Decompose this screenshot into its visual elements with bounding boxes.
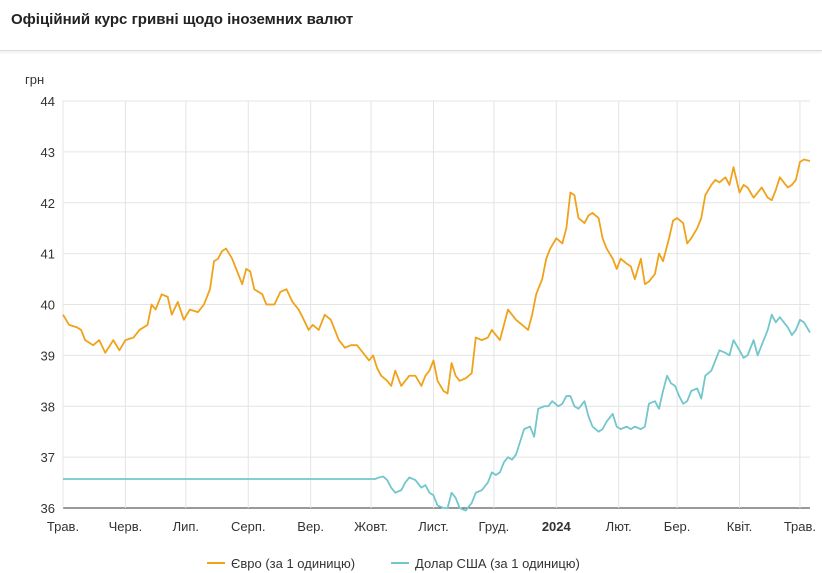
grid-layer [62,100,810,509]
y-axis-label: грн [25,72,44,87]
legend-label-usd: Долар США (за 1 одиницю) [415,556,580,571]
y-tick-label: 38 [41,399,55,414]
series-line-usd [63,313,811,512]
x-tick-label: 2024 [542,519,572,534]
x-tick-label: Вер. [297,519,324,534]
y-tick-label: 43 [41,145,55,160]
y-tick-label: 41 [41,247,55,262]
line-chart: 36 37 38 39 40 41 42 43 44 Трав. Черв. Лип. Серп. Ве… [25,72,816,534]
x-axis-ticks: Трав. Черв. Лип. Серп. Вер. Жовт. Лист. Груд. 20… [47,519,816,534]
x-tick-label: Трав. [784,519,816,534]
x-tick-label: Бер. [664,519,691,534]
x-tick-label: Лип. [173,519,199,534]
legend-label-euro: Євро (за 1 одиницю) [231,556,356,571]
chart-legend: Євро (за 1 одиницю) Долар США (за 1 один… [0,553,822,573]
x-tick-label: Груд. [479,519,510,534]
y-tick-label: 36 [41,501,55,516]
x-tick-label: Лист. [418,519,448,534]
y-tick-label: 37 [41,450,55,465]
series-line-euro [62,158,811,395]
legend-swatch-euro [207,561,225,564]
chart-header: Офіційний курс гривні щодо іноземних вал… [0,0,822,51]
x-tick-label: Лют. [606,519,632,534]
x-tick-label: Квіт. [727,519,753,534]
x-tick-label: Черв. [109,519,143,534]
y-axis-ticks: 36 37 38 39 40 41 42 43 44 [41,94,55,516]
legend-item-euro[interactable]: Євро (за 1 одиницю) [207,556,355,571]
x-tick-label: Серп. [231,519,266,534]
legend-item-usd[interactable]: Долар США (за 1 одиницю) [391,556,580,571]
chart-title: Офіційний курс гривні щодо іноземних вал… [11,11,354,28]
y-tick-label: 42 [41,196,55,211]
legend-swatch-usd [391,561,409,564]
y-tick-label: 44 [41,94,55,109]
y-tick-label: 39 [41,348,55,363]
y-tick-label: 40 [41,298,55,313]
x-tick-label: Трав. [47,519,79,534]
x-tick-label: Жовт. [354,519,388,534]
series-layer [62,158,811,512]
